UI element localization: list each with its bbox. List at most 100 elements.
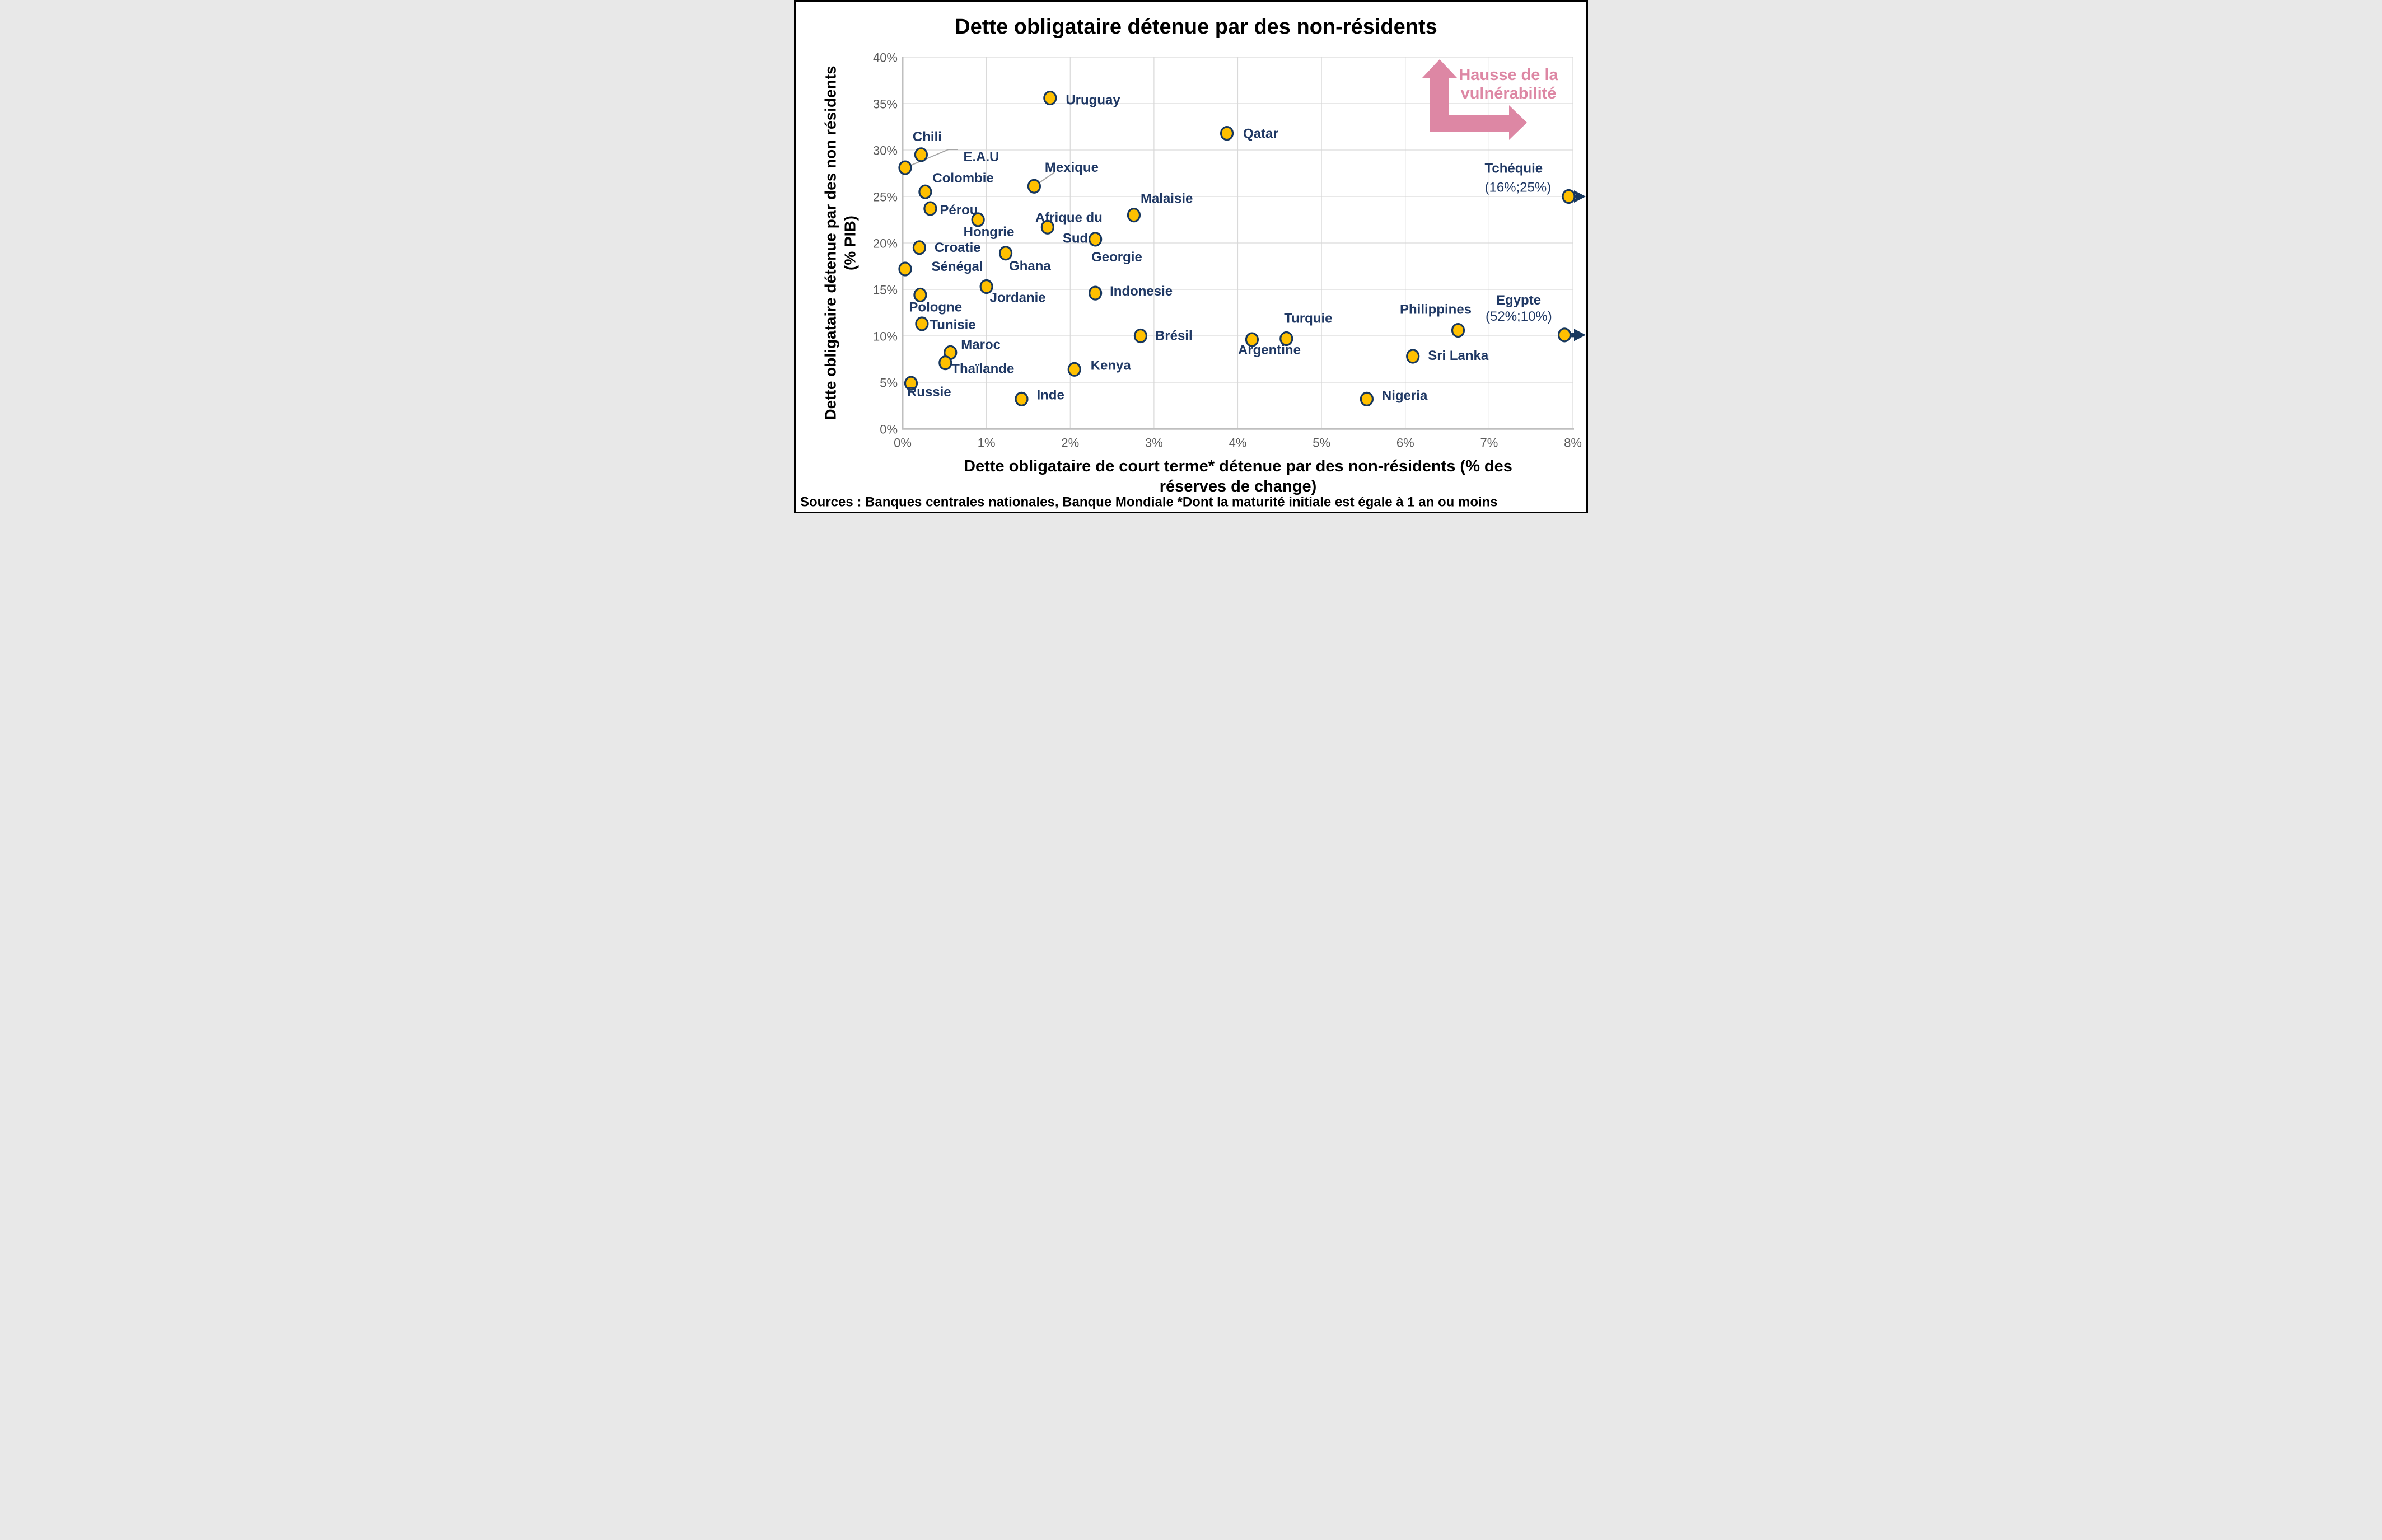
point-Thaïlande bbox=[938, 355, 952, 371]
x-tick-label-0%: 0% bbox=[894, 436, 912, 450]
point-Malaisie bbox=[1127, 208, 1141, 223]
point-Pérou bbox=[923, 201, 937, 216]
y-tick-label-35%: 35% bbox=[873, 97, 898, 111]
point-label-Pérou: Pérou bbox=[940, 203, 978, 218]
point-Turquie bbox=[1279, 331, 1293, 347]
data-points bbox=[898, 90, 1576, 406]
vulnerability-arrow-icon bbox=[1422, 59, 1527, 140]
point-label-Indonesie: Indonesie bbox=[1110, 284, 1173, 299]
annotation-line2: vulnérabilité bbox=[1461, 85, 1557, 102]
leader-line-E.A.U bbox=[905, 149, 958, 168]
x-tick-label-3%: 3% bbox=[1145, 436, 1163, 450]
point-label-Afrique du Sud: Afrique du bbox=[1035, 210, 1103, 225]
scatter-chart: Hausse de la vulnérabilité 0% 1% 2% 3% 4% 5% 6… bbox=[800, 15, 1586, 510]
point-Qatar bbox=[1220, 126, 1234, 141]
point-label-Turquie: Turquie bbox=[1284, 311, 1332, 326]
point-Russie bbox=[904, 376, 918, 391]
x-tick-label-8%: 8% bbox=[1564, 436, 1582, 450]
source-note: Sources : Banques centrales nationales, … bbox=[800, 495, 1498, 510]
point-label-Ghana: Ghana bbox=[1009, 259, 1051, 274]
point-label-Chili: Chili bbox=[913, 129, 942, 144]
x-tick-label-6%: 6% bbox=[1396, 436, 1414, 450]
tick-labels: 0% 1% 2% 3% 4% 5% 6% 7% 8% 0% 5% 10% 15% 20% 25% 30% 35%… bbox=[873, 51, 1582, 450]
point-label-Afrique du Sud-2: Sud bbox=[1063, 231, 1088, 246]
point-Mexique bbox=[1027, 179, 1041, 194]
point-labels: Uruguay Qatar Chili E.A.U Mexique Tchéquie (16… bbox=[907, 93, 1552, 404]
x-tick-label-5%: 5% bbox=[1313, 436, 1330, 450]
point-Nigeria bbox=[1360, 391, 1374, 406]
point-Egypte bbox=[1557, 327, 1572, 343]
y-axis-title-line2: (% PIB) bbox=[842, 216, 859, 270]
point-Pologne bbox=[913, 287, 927, 303]
point-Inde bbox=[1015, 391, 1029, 406]
annotation-line1: Hausse de la bbox=[1459, 66, 1558, 84]
point-Kenya bbox=[1067, 362, 1081, 377]
point-label-Tchéquie-2: (16%;25%) bbox=[1485, 180, 1552, 195]
y-tick-label-10%: 10% bbox=[873, 330, 898, 344]
chart-figure: Hausse de la vulnérabilité 0% 1% 2% 3% 4% 5% 6… bbox=[794, 0, 1588, 513]
offscale-arrow-Egypte bbox=[1571, 329, 1586, 341]
point-label-Egypte-2: (52%;10%) bbox=[1486, 309, 1552, 324]
point-label-Tchéquie: Tchéquie bbox=[1485, 161, 1543, 176]
point-Jordanie bbox=[979, 279, 993, 294]
y-tick-label-40%: 40% bbox=[873, 51, 898, 65]
point-Sri Lanka bbox=[1406, 349, 1420, 364]
point-Brésil bbox=[1133, 328, 1148, 344]
point-label-E.A.U: E.A.U bbox=[963, 149, 999, 165]
point-label-Georgie: Georgie bbox=[1091, 250, 1142, 265]
point-label-Qatar: Qatar bbox=[1243, 127, 1278, 142]
y-tick-label-0%: 0% bbox=[880, 423, 898, 437]
x-tick-label-4%: 4% bbox=[1229, 436, 1247, 450]
x-tick-label-1%: 1% bbox=[978, 436, 996, 450]
point-Indonesie bbox=[1089, 285, 1103, 301]
y-tick-label-5%: 5% bbox=[880, 376, 898, 390]
point-Uruguay bbox=[1043, 90, 1057, 106]
y-tick-label-25%: 25% bbox=[873, 190, 898, 204]
point-label-Colombie: Colombie bbox=[932, 171, 993, 186]
vulnerability-arrow: Hausse de la vulnérabilité bbox=[1422, 59, 1559, 140]
point-Afrique du Sud bbox=[1040, 219, 1054, 235]
point-label-Croatie: Croatie bbox=[935, 240, 981, 255]
point-label-Kenya: Kenya bbox=[1091, 358, 1132, 373]
point-Sénégal bbox=[898, 261, 912, 277]
point-Argentine bbox=[1245, 332, 1259, 347]
point-E.A.U bbox=[898, 160, 912, 175]
point-Colombie bbox=[918, 184, 932, 199]
y-axis-title-line1: Dette obligataire détenue par des non ré… bbox=[822, 65, 839, 420]
point-Ghana bbox=[998, 246, 1013, 261]
point-label-Maroc: Maroc bbox=[961, 337, 1001, 352]
point-label-Argentine: Argentine bbox=[1238, 343, 1301, 358]
point-Hongrie bbox=[971, 212, 985, 227]
axis-lines bbox=[902, 57, 1574, 430]
x-tick-label-2%: 2% bbox=[1061, 436, 1079, 450]
x-tick-label-7%: 7% bbox=[1480, 436, 1498, 450]
point-label-Uruguay: Uruguay bbox=[1066, 93, 1120, 108]
point-label-Russie: Russie bbox=[907, 385, 951, 400]
point-label-Philippines: Philippines bbox=[1400, 302, 1472, 317]
point-label-Mexique: Mexique bbox=[1045, 160, 1099, 175]
y-tick-label-30%: 30% bbox=[873, 144, 898, 158]
point-label-Nigeria: Nigeria bbox=[1382, 388, 1428, 403]
point-Chili bbox=[914, 147, 928, 162]
x-axis-title-line2: réserves de change) bbox=[1160, 478, 1316, 495]
x-axis-title-line1: Dette obligataire de court terme* détenu… bbox=[964, 457, 1512, 475]
point-label-Malaisie: Malaisie bbox=[1141, 191, 1193, 207]
point-Croatie bbox=[912, 240, 927, 255]
point-Tchéquie bbox=[1562, 189, 1576, 204]
point-label-Brésil: Brésil bbox=[1155, 329, 1193, 344]
point-label-Sri Lanka: Sri Lanka bbox=[1428, 348, 1489, 363]
point-label-Pologne: Pologne bbox=[909, 299, 962, 315]
chart-title: Dette obligataire détenue par des non-ré… bbox=[955, 15, 1437, 39]
point-Philippines bbox=[1451, 322, 1465, 338]
point-Georgie bbox=[1089, 232, 1103, 247]
point-label-Thaïlande: Thaïlande bbox=[951, 362, 1014, 377]
point-Tunisie bbox=[915, 316, 929, 331]
point-label-Hongrie: Hongrie bbox=[964, 224, 1015, 240]
point-label-Egypte: Egypte bbox=[1496, 293, 1541, 308]
point-label-Sénégal: Sénégal bbox=[931, 259, 983, 274]
point-label-Tunisie: Tunisie bbox=[930, 317, 975, 333]
offscale-arrow-Tchéquie bbox=[1574, 190, 1586, 203]
point-label-Inde: Inde bbox=[1036, 387, 1064, 402]
y-tick-label-20%: 20% bbox=[873, 237, 898, 251]
y-tick-label-15%: 15% bbox=[873, 283, 898, 297]
